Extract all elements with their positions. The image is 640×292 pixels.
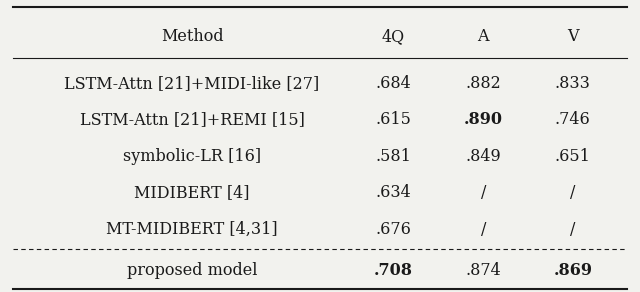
Text: MT-MIDIBERT [4,31]: MT-MIDIBERT [4,31]	[106, 221, 278, 238]
Text: /: /	[481, 184, 486, 201]
Text: /: /	[481, 221, 486, 238]
Text: A: A	[477, 28, 489, 45]
Text: symbolic-LR [16]: symbolic-LR [16]	[123, 148, 261, 165]
Text: MIDIBERT [4]: MIDIBERT [4]	[134, 184, 250, 201]
Text: .615: .615	[376, 111, 412, 128]
Text: 4Q: 4Q	[382, 28, 405, 45]
Text: .651: .651	[555, 148, 591, 165]
Text: .708: .708	[374, 262, 413, 279]
Text: .684: .684	[376, 75, 412, 92]
Text: .833: .833	[555, 75, 591, 92]
Text: .746: .746	[555, 111, 591, 128]
Text: LSTM-Attn [21]+MIDI-like [27]: LSTM-Attn [21]+MIDI-like [27]	[65, 75, 319, 92]
Text: .882: .882	[465, 75, 501, 92]
Text: .676: .676	[376, 221, 412, 238]
Text: LSTM-Attn [21]+REMI [15]: LSTM-Attn [21]+REMI [15]	[79, 111, 305, 128]
Text: .890: .890	[464, 111, 502, 128]
Text: .581: .581	[376, 148, 412, 165]
Text: .874: .874	[465, 262, 501, 279]
Text: Method: Method	[161, 28, 223, 45]
Text: proposed model: proposed model	[127, 262, 257, 279]
Text: .849: .849	[465, 148, 501, 165]
Text: .634: .634	[376, 184, 412, 201]
Text: /: /	[570, 221, 575, 238]
Text: V: V	[567, 28, 579, 45]
Text: /: /	[570, 184, 575, 201]
Text: .869: .869	[554, 262, 592, 279]
